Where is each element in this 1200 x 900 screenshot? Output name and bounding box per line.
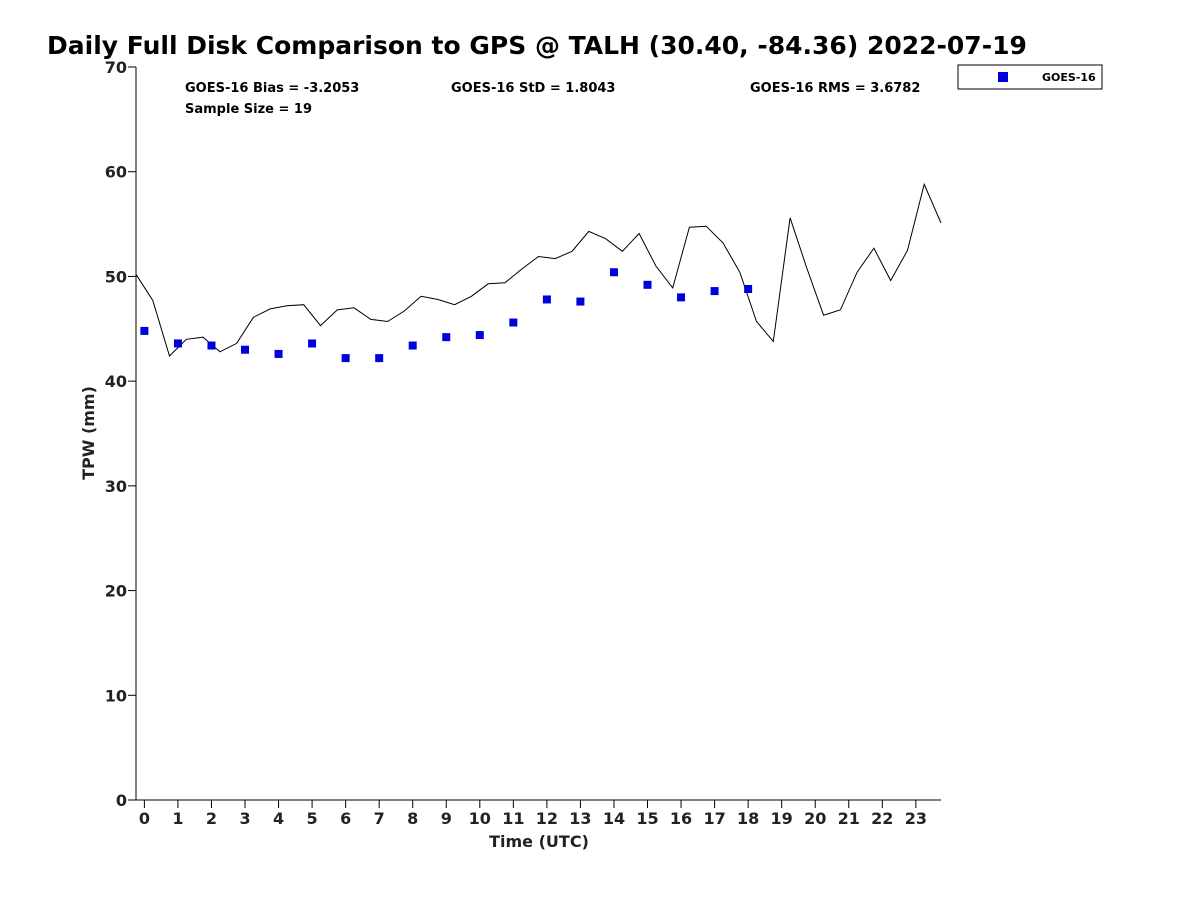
goes16-point (442, 333, 451, 342)
x-tick-label: 13 (569, 809, 591, 828)
x-tick-label: 5 (307, 809, 318, 828)
x-tick-label: 22 (871, 809, 893, 828)
goes16-point (375, 354, 384, 363)
x-tick-label: 14 (603, 809, 625, 828)
goes16-point (341, 354, 350, 363)
goes16-point (576, 297, 585, 306)
goes16-point (140, 326, 149, 335)
std-stat: GOES-16 StD = 1.8043 (451, 81, 615, 96)
goes16-point (274, 349, 283, 358)
goes16-point (475, 331, 484, 340)
goes16-point (677, 293, 686, 302)
y-tick-label: 50 (105, 267, 127, 286)
x-tick-label: 23 (905, 809, 927, 828)
goes16-point (408, 341, 417, 350)
y-tick-label: 20 (105, 582, 127, 601)
x-tick-label: 8 (407, 809, 418, 828)
x-tick-label: 17 (703, 809, 725, 828)
goes16-point (609, 268, 618, 277)
goes16-point (509, 318, 518, 327)
y-tick-label: 30 (105, 477, 127, 496)
x-tick-label: 16 (670, 809, 692, 828)
goes16-point (744, 284, 753, 293)
x-tick-label: 0 (139, 809, 150, 828)
goes16-point (241, 345, 250, 354)
x-tick-label: 7 (374, 809, 385, 828)
y-axis-label: TPW (mm) (79, 386, 98, 480)
x-tick-label: 4 (273, 809, 284, 828)
x-tick-label: 19 (771, 809, 793, 828)
legend-box (957, 64, 1103, 90)
x-tick-label: 10 (469, 809, 491, 828)
goes16-point (710, 287, 719, 296)
rms-stat: GOES-16 RMS = 3.6782 (750, 81, 920, 96)
goes16-point (542, 295, 551, 304)
x-tick-label: 12 (536, 809, 558, 828)
sample-size-stat: Sample Size = 19 (185, 102, 312, 117)
y-tick-label: 10 (105, 686, 127, 705)
x-tick-label: 20 (804, 809, 826, 828)
legend-label-goes16: GOES-16 (1042, 71, 1096, 84)
bias-stat: GOES-16 Bias = -3.2053 (185, 81, 359, 96)
y-tick-label: 0 (116, 791, 127, 810)
goes16-point (308, 339, 317, 348)
x-tick-label: 9 (441, 809, 452, 828)
x-tick-label: 2 (206, 809, 217, 828)
x-tick-label: 3 (239, 809, 250, 828)
x-tick-label: 6 (340, 809, 351, 828)
goes16-series-layer (140, 268, 753, 363)
gps-series-line (135, 182, 942, 357)
y-tick-label: 40 (105, 372, 127, 391)
goes16-point (207, 341, 216, 350)
goes16-point (643, 280, 652, 289)
x-tick-label: 15 (636, 809, 658, 828)
axes: 0 1 2 3 4 5 6 7 8 9 10 11 12 13 14 15 16 17 18 19 20 21 22 2301… (105, 58, 941, 828)
legend-marker-goes16 (998, 72, 1008, 82)
x-tick-label: 1 (172, 809, 183, 828)
x-axis-label: Time (UTC) (489, 832, 589, 851)
y-tick-label: 70 (105, 58, 127, 77)
legend: GOES-16 (957, 64, 1103, 90)
x-tick-label: 11 (502, 809, 524, 828)
chart-title: Daily Full Disk Comparison to GPS @ TALH… (47, 31, 1027, 60)
goes16-point (173, 339, 182, 348)
x-tick-label: 21 (838, 809, 860, 828)
gps-series-layer (135, 182, 942, 357)
x-tick-label: 18 (737, 809, 759, 828)
y-tick-label: 60 (105, 163, 127, 182)
